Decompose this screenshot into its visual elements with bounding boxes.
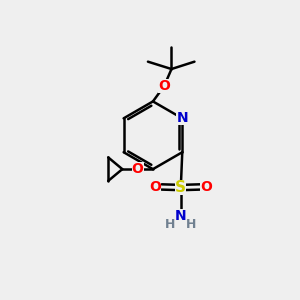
Text: H: H [164,218,175,231]
Text: O: O [149,180,161,194]
Text: O: O [158,79,170,93]
Text: O: O [200,180,212,194]
Text: N: N [175,208,187,223]
Text: O: O [132,162,144,176]
Text: N: N [176,111,188,125]
Text: H: H [186,218,196,231]
Text: S: S [175,180,186,195]
